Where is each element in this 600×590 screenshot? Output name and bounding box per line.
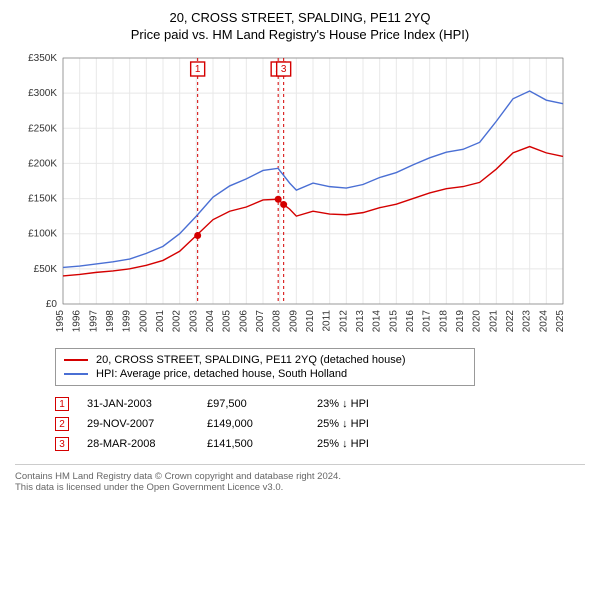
legend-row: 20, CROSS STREET, SPALDING, PE11 2YQ (de… [64, 353, 466, 367]
legend-row: HPI: Average price, detached house, Sout… [64, 367, 466, 381]
transaction-row: 3 28-MAR-2008£141,50025% ↓ HPI [55, 434, 585, 454]
svg-text:2021: 2021 [488, 310, 499, 333]
transaction-diff: 25% ↓ HPI [317, 418, 427, 430]
svg-text:2015: 2015 [388, 310, 399, 333]
transaction-price: £141,500 [207, 438, 317, 450]
svg-text:3: 3 [281, 64, 287, 75]
svg-text:2022: 2022 [505, 310, 516, 333]
transaction-marker: 1 [55, 397, 69, 411]
legend-label: HPI: Average price, detached house, Sout… [96, 368, 347, 380]
svg-text:2025: 2025 [555, 310, 566, 333]
transaction-diff: 23% ↓ HPI [317, 398, 427, 410]
svg-text:2005: 2005 [222, 310, 233, 333]
page-subtitle: Price paid vs. HM Land Registry's House … [15, 27, 585, 42]
transaction-date: 31-JAN-2003 [87, 398, 207, 410]
chart-area: £0 £50K £100K £150K £200K £250K £300K £350K 1995… [15, 50, 585, 340]
transactions-table: 1 31-JAN-2003£97,50023% ↓ HPI 2 29-NOV-2007… [55, 394, 585, 454]
transaction-diff: 25% ↓ HPI [317, 438, 427, 450]
legend: 20, CROSS STREET, SPALDING, PE11 2YQ (de… [55, 348, 475, 386]
transaction-row: 1 31-JAN-2003£97,50023% ↓ HPI [55, 394, 585, 414]
svg-text:2008: 2008 [272, 310, 283, 333]
legend-swatch [64, 359, 88, 361]
svg-text:£250K: £250K [28, 123, 57, 134]
svg-text:2023: 2023 [522, 310, 533, 333]
svg-text:2024: 2024 [538, 310, 549, 333]
svg-text:2019: 2019 [455, 310, 466, 333]
svg-text:1998: 1998 [105, 310, 116, 333]
svg-text:2016: 2016 [405, 310, 416, 333]
svg-text:£200K: £200K [28, 158, 57, 169]
svg-text:2000: 2000 [138, 310, 149, 333]
svg-text:2011: 2011 [322, 310, 333, 332]
svg-text:£0: £0 [46, 299, 58, 310]
svg-text:2020: 2020 [472, 310, 483, 333]
svg-text:2004: 2004 [205, 310, 216, 333]
footer-attribution: Contains HM Land Registry data © Crown c… [15, 464, 585, 493]
svg-text:2007: 2007 [255, 310, 266, 333]
svg-text:2014: 2014 [372, 310, 383, 333]
transaction-marker: 3 [55, 437, 69, 451]
transaction-date: 29-NOV-2007 [87, 418, 207, 430]
svg-text:2013: 2013 [355, 310, 366, 333]
transaction-marker: 2 [55, 417, 69, 431]
legend-swatch [64, 373, 88, 375]
footer-line-2: This data is licensed under the Open Gov… [15, 482, 585, 493]
svg-text:2006: 2006 [238, 310, 249, 333]
page-title: 20, CROSS STREET, SPALDING, PE11 2YQ [15, 10, 585, 25]
transaction-date: 28-MAR-2008 [87, 438, 207, 450]
footer-line-1: Contains HM Land Registry data © Crown c… [15, 471, 585, 482]
svg-text:£50K: £50K [34, 264, 58, 275]
svg-text:2017: 2017 [422, 310, 433, 333]
svg-text:2018: 2018 [438, 310, 449, 333]
svg-text:2001: 2001 [155, 310, 166, 333]
svg-text:2010: 2010 [305, 310, 316, 333]
svg-text:2012: 2012 [338, 310, 349, 333]
svg-text:2002: 2002 [172, 310, 183, 333]
svg-text:£150K: £150K [28, 194, 57, 205]
svg-text:1: 1 [195, 64, 201, 75]
svg-text:£300K: £300K [28, 88, 57, 99]
legend-label: 20, CROSS STREET, SPALDING, PE11 2YQ (de… [96, 354, 406, 366]
transaction-row: 2 29-NOV-2007£149,00025% ↓ HPI [55, 414, 585, 434]
transaction-price: £149,000 [207, 418, 317, 430]
svg-text:£100K: £100K [28, 229, 57, 240]
line-chart: £0 £50K £100K £150K £200K £250K £300K £350K 1995… [15, 50, 575, 340]
svg-text:1995: 1995 [55, 310, 66, 333]
svg-text:1996: 1996 [72, 310, 83, 333]
svg-text:2009: 2009 [288, 310, 299, 333]
svg-text:£350K: £350K [28, 53, 57, 64]
svg-text:1999: 1999 [122, 310, 133, 333]
transaction-price: £97,500 [207, 398, 317, 410]
svg-text:2003: 2003 [188, 310, 199, 333]
svg-text:1997: 1997 [88, 310, 99, 333]
